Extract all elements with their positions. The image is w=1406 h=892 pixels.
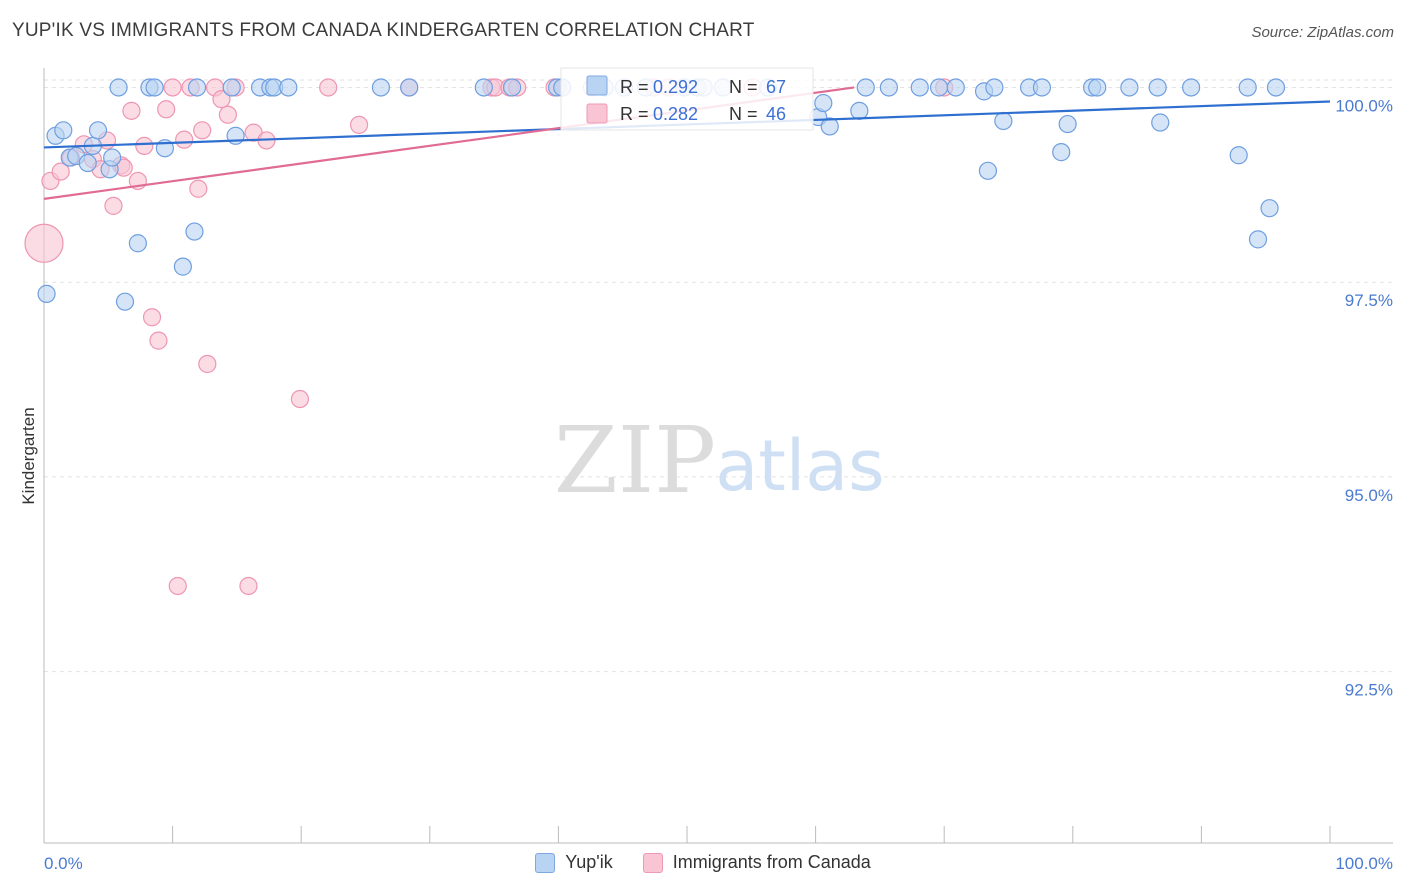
immigrants-point xyxy=(198,354,217,374)
yupik-point xyxy=(187,78,207,97)
watermark: ZIP atlas xyxy=(554,407,885,514)
legend-label-yupik: Yup'ik xyxy=(565,852,613,872)
stats-r-value-1: 0.292 xyxy=(653,77,698,97)
immigrants-point xyxy=(168,576,187,596)
immigrants-point xyxy=(142,308,162,327)
yupik-point xyxy=(1088,78,1107,97)
stats-legend: R = 0.292 N = 67 R = 0.282 N = 46 xyxy=(560,67,814,131)
y-tick-label: 95.0% xyxy=(1345,486,1393,505)
immigrants-point xyxy=(290,389,310,409)
yupik-point xyxy=(1032,78,1052,97)
yupik-point xyxy=(400,78,419,97)
stats-r-label-2: R = xyxy=(620,104,649,124)
yupik-point xyxy=(814,93,833,113)
immigrants-point xyxy=(239,576,258,596)
yupik-point xyxy=(994,111,1013,131)
yupik-point xyxy=(145,78,164,97)
yupik-point xyxy=(115,292,135,311)
x-tick-label-max: 100.0% xyxy=(1335,854,1393,873)
bottom-legend: Yup'ik Immigrants from Canada xyxy=(0,852,1406,873)
yupik-point xyxy=(185,222,204,241)
source-label: Source: ZipAtlas.com xyxy=(1251,24,1394,41)
axes xyxy=(43,68,1393,844)
y-axis-title: Kindergarten xyxy=(19,407,38,504)
immigrants-point xyxy=(104,196,123,215)
immigrants-point xyxy=(149,331,168,350)
legend-swatch-yupik xyxy=(535,852,556,873)
stats-r-value-2: 0.282 xyxy=(653,104,698,124)
legend-item-immigrants[interactable]: Immigrants from Canada xyxy=(642,852,871,873)
immigrants-point xyxy=(193,121,212,140)
yupik-point xyxy=(371,78,391,97)
stats-n-label-1: N = xyxy=(729,77,758,97)
yupik-point xyxy=(103,148,122,167)
yupik-point xyxy=(910,78,929,97)
y-tick-label: 100.0% xyxy=(1335,96,1393,115)
immigrants-point xyxy=(51,162,70,181)
yupik-point xyxy=(879,78,899,97)
watermark-atlas: atlas xyxy=(715,425,884,507)
yupik-point xyxy=(1052,143,1071,162)
immigrants-point xyxy=(157,100,176,119)
yupik-point xyxy=(1151,113,1170,132)
yupik-point xyxy=(985,78,1004,97)
chart-title: YUP'IK VS IMMIGRANTS FROM CANADA KINDERG… xyxy=(12,20,755,41)
stats-n-value-2: 46 xyxy=(766,104,786,124)
y-tick-label: 92.5% xyxy=(1345,681,1393,700)
legend-swatch-immigrants xyxy=(642,852,663,873)
legend-item-yupik[interactable]: Yup'ik xyxy=(535,852,613,873)
x-tick-label-min: 0.0% xyxy=(44,854,83,873)
yupik-point xyxy=(929,78,949,97)
yupik-point xyxy=(173,257,192,276)
immigrants-point xyxy=(189,179,208,198)
watermark-zip: ZIP xyxy=(554,407,716,514)
yupik-point xyxy=(503,78,522,97)
stats-swatch-yupik xyxy=(586,75,608,96)
y-tick-label: 97.5% xyxy=(1345,291,1393,310)
immigrants-point xyxy=(135,136,154,155)
immigrants-point xyxy=(218,105,237,124)
yupik-point xyxy=(222,78,241,97)
stats-r-label-1: R = xyxy=(620,77,649,97)
yupik-point xyxy=(474,78,493,97)
yupik-point xyxy=(78,153,97,173)
yupik-point xyxy=(1266,78,1286,97)
immigrants-point xyxy=(175,130,194,149)
yupik-point xyxy=(946,78,965,97)
legend-label-immigrants: Immigrants from Canada xyxy=(672,852,871,872)
yupik-point xyxy=(856,78,875,97)
yupik-point xyxy=(54,121,73,140)
immigrants-point xyxy=(163,78,182,97)
yupik-point xyxy=(279,78,298,97)
immigrants-point xyxy=(212,90,231,109)
stats-n-value-1: 67 xyxy=(766,77,786,97)
yupik-point xyxy=(128,234,147,253)
yupik-point xyxy=(1260,199,1279,218)
yupik-point xyxy=(978,161,998,180)
yupik-point xyxy=(88,121,108,140)
y-tick-labels: 100.0% 97.5% 95.0% 92.5% xyxy=(1335,96,1393,699)
yupik-point xyxy=(1182,78,1201,97)
yupik-point xyxy=(37,284,56,303)
yupik-point xyxy=(1238,78,1257,97)
stats-swatch-immigrants xyxy=(586,103,608,124)
yupik-point xyxy=(1058,114,1077,134)
yupik-point xyxy=(820,117,839,136)
yupik-point xyxy=(1148,78,1167,97)
immigrants-point xyxy=(319,78,338,97)
stats-n-label-2: N = xyxy=(729,104,758,124)
yupik-point xyxy=(1248,230,1268,249)
yupik-point xyxy=(1120,78,1139,97)
immigrants-point xyxy=(24,223,64,263)
yupik-point xyxy=(109,78,128,97)
yupik-point xyxy=(1229,146,1248,165)
yupik-point xyxy=(850,101,869,120)
immigrants-point xyxy=(122,101,141,120)
immigrants-point xyxy=(349,115,369,134)
